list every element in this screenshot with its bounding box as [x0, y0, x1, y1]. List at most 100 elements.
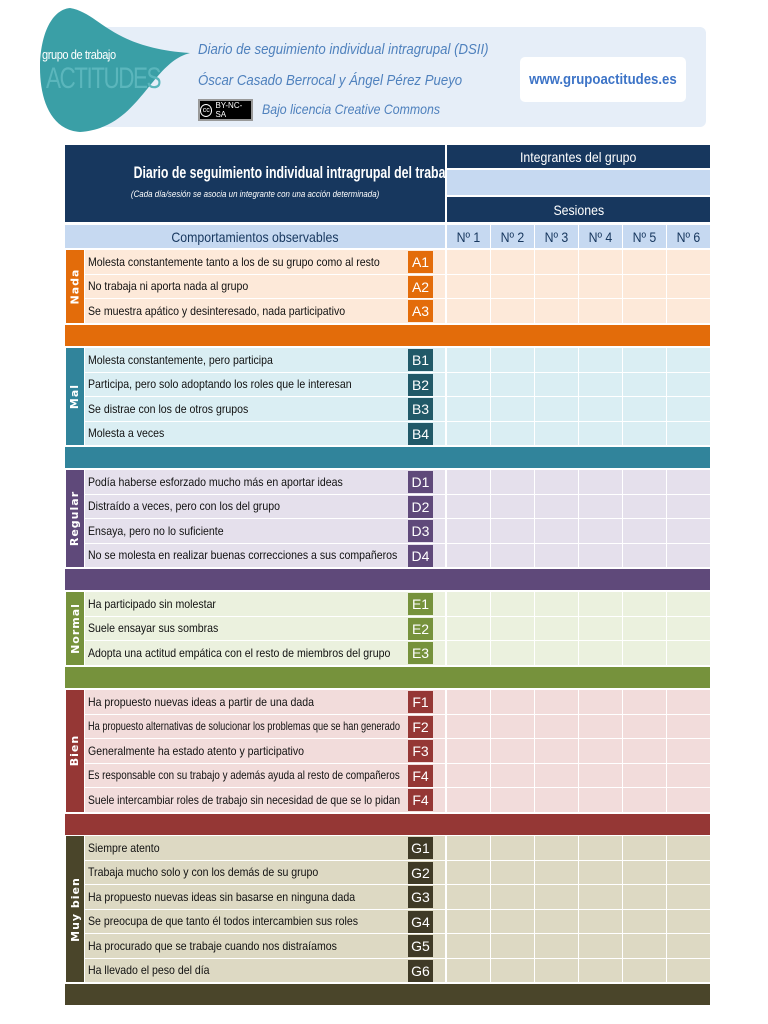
- website-link[interactable]: www.grupoactitudes.es: [520, 57, 686, 102]
- session-cell-1[interactable]: [447, 299, 490, 323]
- session-cell-6[interactable]: [667, 592, 710, 616]
- session-cell-2[interactable]: [491, 616, 534, 640]
- session-cell-6[interactable]: [667, 470, 710, 494]
- session-cell-3[interactable]: [535, 299, 578, 323]
- session-cell-5[interactable]: [623, 909, 666, 933]
- session-cell-2[interactable]: [491, 934, 534, 958]
- session-cell-5[interactable]: [623, 958, 666, 982]
- session-cell-1[interactable]: [447, 519, 490, 543]
- session-cell-4[interactable]: [579, 909, 622, 933]
- session-cell-3[interactable]: [535, 274, 578, 298]
- session-cell-4[interactable]: [579, 250, 622, 274]
- session-cell-3[interactable]: [535, 592, 578, 616]
- session-cell-2[interactable]: [491, 641, 534, 665]
- session-cell-1[interactable]: [447, 788, 490, 812]
- session-cell-1[interactable]: [447, 934, 490, 958]
- session-cell-3[interactable]: [535, 641, 578, 665]
- session-cell-6[interactable]: [667, 641, 710, 665]
- session-cell-1[interactable]: [447, 714, 490, 738]
- session-cell-6[interactable]: [667, 372, 710, 396]
- session-cell-6[interactable]: [667, 299, 710, 323]
- session-cell-5[interactable]: [623, 763, 666, 787]
- session-cell-2[interactable]: [491, 470, 534, 494]
- session-cell-3[interactable]: [535, 372, 578, 396]
- session-cell-5[interactable]: [623, 592, 666, 616]
- session-cell-2[interactable]: [491, 348, 534, 372]
- session-cell-6[interactable]: [667, 763, 710, 787]
- session-cell-2[interactable]: [491, 860, 534, 884]
- session-cell-3[interactable]: [535, 714, 578, 738]
- session-cell-4[interactable]: [579, 763, 622, 787]
- session-cell-6[interactable]: [667, 250, 710, 274]
- session-cell-3[interactable]: [535, 421, 578, 445]
- website-text[interactable]: www.grupoactitudes.es: [529, 71, 677, 88]
- session-cell-4[interactable]: [579, 543, 622, 567]
- session-cell-4[interactable]: [579, 348, 622, 372]
- session-cell-2[interactable]: [491, 739, 534, 763]
- session-cell-5[interactable]: [623, 860, 666, 884]
- session-cell-1[interactable]: [447, 641, 490, 665]
- session-cell-2[interactable]: [491, 714, 534, 738]
- session-cell-5[interactable]: [623, 543, 666, 567]
- session-cell-4[interactable]: [579, 372, 622, 396]
- session-cell-2[interactable]: [491, 274, 534, 298]
- session-cell-2[interactable]: [491, 885, 534, 909]
- session-cell-1[interactable]: [447, 494, 490, 518]
- session-cell-1[interactable]: [447, 421, 490, 445]
- session-cell-3[interactable]: [535, 909, 578, 933]
- session-cell-5[interactable]: [623, 714, 666, 738]
- session-cell-6[interactable]: [667, 934, 710, 958]
- session-cell-3[interactable]: [535, 860, 578, 884]
- session-cell-5[interactable]: [623, 616, 666, 640]
- session-cell-6[interactable]: [667, 909, 710, 933]
- session-cell-2[interactable]: [491, 494, 534, 518]
- session-cell-6[interactable]: [667, 274, 710, 298]
- session-cell-2[interactable]: [491, 788, 534, 812]
- session-cell-3[interactable]: [535, 690, 578, 714]
- session-cell-5[interactable]: [623, 250, 666, 274]
- session-cell-2[interactable]: [491, 690, 534, 714]
- session-cell-4[interactable]: [579, 592, 622, 616]
- session-cell-4[interactable]: [579, 299, 622, 323]
- session-cell-5[interactable]: [623, 641, 666, 665]
- session-cell-4[interactable]: [579, 860, 622, 884]
- session-cell-4[interactable]: [579, 836, 622, 860]
- session-cell-5[interactable]: [623, 885, 666, 909]
- session-cell-6[interactable]: [667, 739, 710, 763]
- session-cell-2[interactable]: [491, 397, 534, 421]
- session-cell-1[interactable]: [447, 543, 490, 567]
- session-cell-2[interactable]: [491, 299, 534, 323]
- session-cell-4[interactable]: [579, 690, 622, 714]
- session-cell-6[interactable]: [667, 690, 710, 714]
- session-cell-1[interactable]: [447, 348, 490, 372]
- session-cell-6[interactable]: [667, 836, 710, 860]
- session-cell-5[interactable]: [623, 690, 666, 714]
- session-cell-6[interactable]: [667, 397, 710, 421]
- session-cell-3[interactable]: [535, 543, 578, 567]
- session-cell-4[interactable]: [579, 714, 622, 738]
- session-cell-5[interactable]: [623, 470, 666, 494]
- session-cell-5[interactable]: [623, 299, 666, 323]
- session-cell-6[interactable]: [667, 519, 710, 543]
- session-cell-5[interactable]: [623, 934, 666, 958]
- session-cell-2[interactable]: [491, 909, 534, 933]
- session-cell-3[interactable]: [535, 763, 578, 787]
- session-cell-2[interactable]: [491, 958, 534, 982]
- session-cell-1[interactable]: [447, 470, 490, 494]
- members-input-row[interactable]: [447, 170, 710, 195]
- session-cell-5[interactable]: [623, 348, 666, 372]
- session-cell-2[interactable]: [491, 836, 534, 860]
- session-cell-1[interactable]: [447, 836, 490, 860]
- session-cell-5[interactable]: [623, 397, 666, 421]
- session-cell-3[interactable]: [535, 519, 578, 543]
- session-cell-2[interactable]: [491, 592, 534, 616]
- session-cell-1[interactable]: [447, 885, 490, 909]
- session-cell-1[interactable]: [447, 690, 490, 714]
- session-cell-6[interactable]: [667, 860, 710, 884]
- session-cell-5[interactable]: [623, 494, 666, 518]
- session-cell-6[interactable]: [667, 885, 710, 909]
- session-cell-4[interactable]: [579, 958, 622, 982]
- session-cell-3[interactable]: [535, 494, 578, 518]
- session-cell-1[interactable]: [447, 616, 490, 640]
- session-cell-1[interactable]: [447, 909, 490, 933]
